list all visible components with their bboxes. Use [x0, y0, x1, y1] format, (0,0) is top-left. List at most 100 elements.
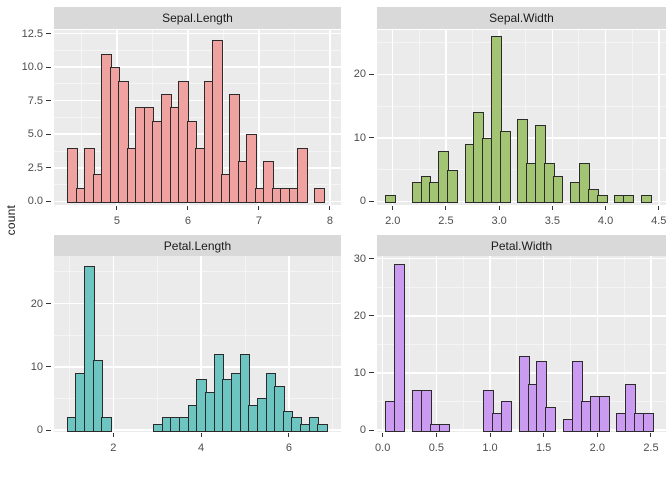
- gridline-y-minor: [54, 271, 341, 273]
- gridline-x-major: [596, 256, 599, 432]
- gridline-x-major: [112, 256, 115, 432]
- x-axis-tick: [498, 205, 500, 210]
- x-axis-tick: [543, 432, 545, 437]
- gridline-x-major: [650, 256, 652, 432]
- x-axis-tick: [382, 432, 384, 437]
- y-axis-tick: [369, 200, 374, 202]
- gridline-y-major: [54, 366, 341, 368]
- y-axis-tick-label: 0.0: [27, 195, 43, 208]
- x-axis-tick-label: 2: [110, 441, 117, 454]
- gridline-y-major: [377, 315, 666, 317]
- y-axis-tick: [369, 137, 374, 139]
- x-axis-tick-label: 6: [285, 441, 292, 454]
- gridline-y-minor: [377, 343, 666, 345]
- y-axis-tick-label: 10: [353, 131, 366, 144]
- y-axis-tick-label: 0: [359, 424, 366, 436]
- x-axis-tick-label: 6: [184, 215, 192, 227]
- y-axis-tick: [46, 200, 51, 202]
- histogram-bar: [598, 395, 610, 432]
- gridline-x-minor: [418, 29, 420, 205]
- x-axis-tick: [392, 205, 394, 210]
- x-axis-tick: [650, 432, 652, 437]
- facet-strip: Sepal.Length: [54, 7, 341, 29]
- x-axis-tick: [112, 432, 114, 437]
- histogram-bar: [83, 265, 95, 432]
- y-axis-tick-label: 10.0: [21, 61, 43, 74]
- gridline-x-major: [604, 29, 607, 205]
- facet-strip: Sepal.Width: [377, 7, 666, 29]
- histogram-bar: [640, 194, 652, 204]
- x-axis-tick-label: 0.0: [375, 441, 391, 454]
- gridline-y-minor: [377, 105, 666, 107]
- y-axis-tick: [46, 429, 51, 431]
- x-axis-tick-label: 2.5: [438, 215, 454, 227]
- facet-strip-label: Sepal.Length: [162, 10, 233, 25]
- x-axis-tick: [116, 205, 118, 210]
- x-axis-tick: [445, 205, 447, 210]
- gridline-x-major: [551, 29, 554, 205]
- y-axis-tick: [369, 372, 374, 374]
- gridline-y-minor: [54, 83, 341, 85]
- histogram-bar: [314, 187, 325, 204]
- gridline-y-minor: [54, 116, 341, 118]
- histogram-bar: [446, 169, 458, 204]
- x-axis-tick-label: 8: [326, 215, 334, 227]
- gridline-x-major: [391, 29, 394, 205]
- y-axis-tick-label: 0: [359, 195, 366, 208]
- histogram-bar: [571, 361, 583, 432]
- histogram-bar: [239, 354, 251, 432]
- y-axis-tick: [369, 258, 374, 260]
- x-axis-tick: [596, 432, 598, 437]
- histogram-bar: [67, 147, 78, 204]
- gridline-y-major: [54, 133, 341, 135]
- x-axis-tick: [187, 205, 189, 210]
- gridline-x-major: [329, 29, 331, 205]
- histogram-bar: [579, 163, 590, 204]
- y-axis-tick: [46, 167, 51, 169]
- histogram-bar: [317, 423, 329, 432]
- facet-strip-label: Petal.Width: [490, 238, 553, 253]
- x-axis-tick-label: 3.5: [544, 215, 560, 227]
- gridline-x-major: [658, 29, 660, 205]
- gridline-x-major: [435, 256, 438, 432]
- histogram-bar: [92, 360, 104, 432]
- gridline-x-major: [381, 256, 384, 432]
- y-axis-tick: [369, 73, 374, 75]
- x-axis-tick-label: 4: [198, 441, 205, 454]
- gridline-y-major: [54, 66, 341, 68]
- y-axis-tick-label: 7.5: [27, 94, 43, 107]
- histogram-bar: [536, 361, 548, 432]
- histogram-bar: [420, 390, 432, 432]
- x-axis-tick: [288, 432, 290, 437]
- gridline-y-major: [377, 257, 666, 260]
- facet-strip-label: Sepal.Width: [489, 10, 554, 25]
- x-axis-tick-label: 4.5: [651, 215, 667, 227]
- y-axis-tick: [369, 429, 374, 431]
- x-axis-tick-label: 2.0: [385, 215, 401, 227]
- y-axis-title: count: [4, 205, 18, 236]
- gridline-x-minor: [244, 256, 246, 432]
- histogram-bar: [438, 424, 450, 432]
- gridline-x-major: [288, 256, 290, 432]
- gridline-x-major: [200, 256, 202, 432]
- y-axis-tick-label: 0: [36, 424, 43, 436]
- gridline-x-major: [445, 29, 447, 205]
- histogram-bar: [643, 412, 654, 432]
- x-axis-tick-label: 1.5: [536, 441, 552, 454]
- histogram-bar: [623, 194, 634, 204]
- x-axis-tick-label: 7: [255, 215, 263, 227]
- gridline-x-minor: [332, 256, 334, 432]
- facet-strip: Petal.Width: [377, 235, 666, 256]
- x-axis-tick-label: 2.5: [643, 441, 659, 454]
- y-axis-tick-label: 20: [353, 68, 366, 81]
- histogram-bar: [394, 264, 406, 432]
- y-axis-tick-label: 12.5: [21, 27, 43, 40]
- gridline-x-major: [489, 256, 491, 432]
- gridline-y-major: [54, 32, 341, 35]
- gridline-x-minor: [156, 256, 158, 432]
- histogram-bar: [212, 40, 223, 204]
- histogram-bar: [483, 390, 494, 432]
- histogram-bar: [545, 407, 557, 432]
- gridline-y-major: [54, 302, 341, 305]
